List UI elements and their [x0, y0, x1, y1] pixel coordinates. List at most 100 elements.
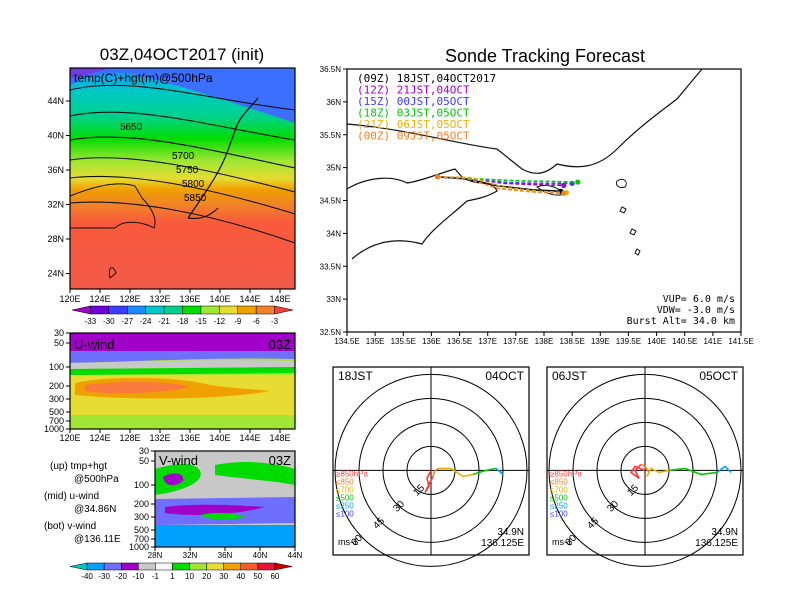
hodo-date: 04OCT: [485, 369, 524, 383]
vwind-purple-core: [165, 504, 265, 515]
vwind-p-label: 30: [139, 446, 149, 456]
legend-mid-2: @34.86N: [74, 504, 116, 515]
track-lon-label: 136.5E: [447, 337, 472, 346]
track-coastline-north: [346, 68, 703, 174]
hodo-level-label: ≤850: [550, 477, 568, 486]
colorbar-cell: [71, 305, 91, 315]
hodo-trace: [432, 467, 440, 477]
track-legend-entry: (12Z) 21JST,04OCT: [357, 84, 470, 97]
colorbar-label: -30: [103, 317, 115, 326]
wind-colorbar-label: -10: [133, 572, 145, 581]
hodo-level-label: ≤250: [550, 501, 568, 510]
vwind-lat-label: 40N: [253, 551, 268, 560]
uwind-lon-label: 128E: [119, 433, 140, 443]
wind-colorbar-label: 40: [236, 572, 245, 581]
height-contour: [69, 201, 296, 244]
hodo-lon: 136.125E: [481, 538, 524, 549]
colorbar-label: -33: [85, 317, 97, 326]
legend-up-1: (up) tmp+hgt: [50, 461, 107, 472]
vwind-time: 03Z: [269, 453, 291, 468]
colorbar-label: -21: [158, 317, 170, 326]
map-lat-tick-label: 32N: [47, 200, 64, 210]
colorbar-label: -9: [234, 317, 242, 326]
track-lat-label: 34N: [326, 229, 341, 238]
hodo-trace: [495, 467, 504, 476]
hodo-level-label: ≤700: [336, 485, 354, 494]
track-lon-label: 136E: [422, 337, 441, 346]
colorbar-cell: [127, 305, 146, 315]
colorbar-label: -27: [121, 317, 133, 326]
vwind-lat-label: 44N: [288, 551, 303, 560]
track-legend-entry: (15Z) 00JST,05OCT: [357, 95, 470, 108]
uwind-title: U-wind: [74, 337, 114, 352]
colorbar-cell: [145, 305, 165, 315]
track-point: [435, 174, 441, 180]
track-coastline-kii: [346, 168, 498, 260]
colorbar-cell: [219, 305, 238, 315]
map-lat-tick-label: 24N: [47, 269, 64, 279]
track-lon-label: 135.5E: [391, 337, 416, 346]
track-lon-label: 134.5E: [334, 337, 359, 346]
track-legend-entry: (18Z) 03JST,05OCT: [357, 107, 470, 120]
track-legend-entry: (00Z) 09JST,05OCT: [357, 130, 470, 143]
uwind-frame: [69, 332, 296, 430]
colorbar-label: -18: [177, 317, 189, 326]
map-lon-tick-label: 128E: [119, 294, 140, 304]
hodo-level-label: ≥850hPa: [336, 469, 369, 478]
vwind-lat-label: 28N: [148, 551, 163, 560]
legend-up-2: @500hPa: [74, 474, 119, 485]
hodo-unit: ms-1: [338, 537, 358, 547]
hodo-level-label: ≤100: [336, 509, 354, 518]
colorbar-cell: [274, 305, 294, 315]
hodo-level-label: ≥850hPa: [550, 469, 583, 478]
wind-colorbar-cell: [274, 562, 293, 571]
uwind-band-low: [70, 415, 295, 429]
wind-colorbar-cell: [155, 562, 173, 571]
coastline-japan: [187, 97, 259, 220]
contour-label: 5800: [182, 179, 205, 190]
vwind-green-core: [200, 512, 245, 520]
hodo-trace: [424, 470, 434, 493]
hodo-trace: [716, 465, 732, 474]
hodo-level-label: ≤500: [550, 493, 568, 502]
track-lat-label: 32.5N: [320, 328, 342, 337]
uwind-p-label: 700: [49, 416, 64, 426]
height-contour: [69, 175, 296, 215]
colorbar-label: -24: [140, 317, 152, 326]
hodo-trace: [439, 467, 474, 478]
map-lat-tick-label: 28N: [47, 234, 64, 244]
vwind-p-label: 700: [134, 534, 149, 544]
track-lat-label: 36N: [326, 98, 341, 107]
track-point: [561, 190, 567, 196]
hodo-trace: [629, 463, 646, 480]
vwind-purple-left: [163, 473, 184, 486]
colorbar-cell: [163, 305, 183, 315]
track-info: VUP= 6.0 m/s: [663, 294, 735, 305]
map-panel-label: temp(C)+hgt(m)@500hPa: [74, 71, 213, 85]
wind-colorbar-label: -1: [152, 572, 160, 581]
uwind-p-label: 50: [54, 338, 64, 348]
hodo-level-label: ≤500: [336, 493, 354, 502]
hodo-level-label: ≤100: [550, 509, 568, 518]
uwind-p-label: 500: [49, 407, 64, 417]
track-lat-label: 36.5N: [320, 65, 342, 74]
map-lon-tick-label: 120E: [59, 294, 80, 304]
map-lat-tick-label: 40N: [47, 131, 64, 141]
height-contour: [69, 136, 296, 169]
wind-colorbar-cell: [86, 562, 105, 571]
colorbar-cell: [108, 305, 128, 315]
track-lon-label: 140.5E: [672, 337, 697, 346]
track-line: [437, 176, 564, 195]
vwind-p-label: 1000: [129, 542, 149, 552]
uwind-band-gray: [70, 360, 295, 369]
wind-colorbar-cell: [240, 562, 259, 571]
vwind-p-label: 500: [134, 525, 149, 535]
track-lon-label: 138.5E: [559, 337, 584, 346]
wind-colorbar-label: -30: [98, 572, 110, 581]
track-info: Burst Alt= 34.0 km: [627, 316, 735, 327]
wind-colorbar-cell: [120, 562, 139, 571]
height-contour: [69, 157, 296, 193]
track-lat-label: 35N: [326, 164, 341, 173]
track-lon-label: 141.5E: [728, 337, 753, 346]
